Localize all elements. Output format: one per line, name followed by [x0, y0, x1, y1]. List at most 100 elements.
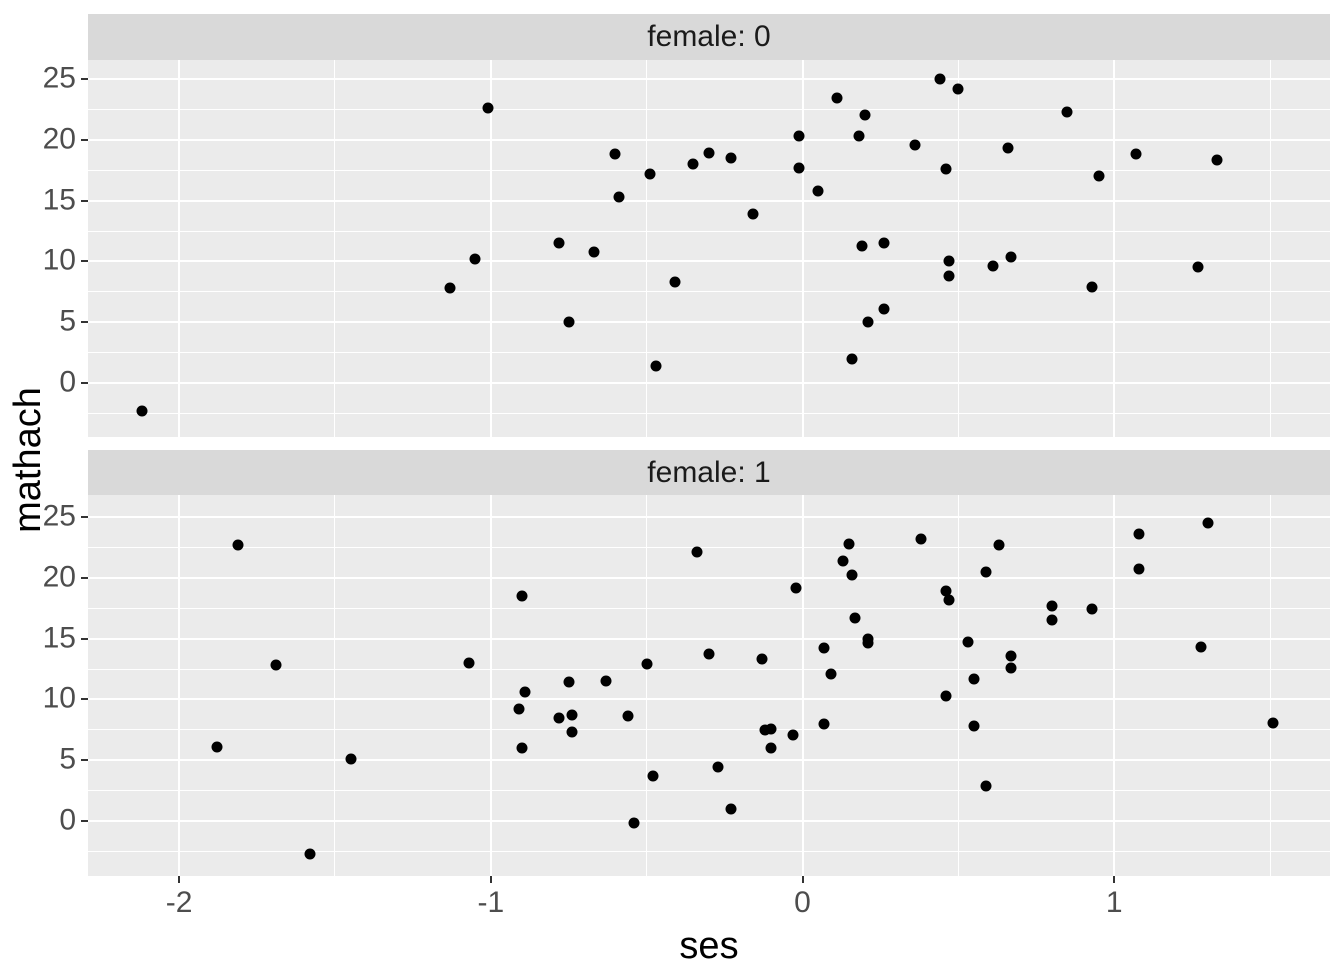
data-point: [1005, 251, 1017, 263]
data-point: [691, 546, 703, 558]
facet-strip: female: 1: [88, 450, 1330, 495]
data-point: [513, 703, 525, 715]
minor-gridline-y: [88, 108, 1330, 110]
data-point: [563, 676, 575, 688]
major-gridline-y: [88, 576, 1330, 579]
data-point: [987, 260, 999, 272]
data-point: [1211, 154, 1223, 166]
major-gridline-x: [178, 60, 181, 437]
data-point: [1267, 717, 1279, 728]
data-point: [650, 360, 662, 372]
x-axis-title: ses: [679, 925, 739, 967]
data-point: [968, 673, 980, 685]
data-point: [516, 742, 528, 754]
data-point: [940, 163, 952, 175]
data-point: [270, 659, 282, 671]
data-point: [943, 270, 955, 282]
minor-gridline-x: [646, 60, 648, 437]
minor-gridline-y: [88, 169, 1330, 171]
data-point: [943, 255, 955, 267]
minor-gridline-y: [88, 607, 1330, 609]
data-point: [765, 723, 777, 735]
major-gridline-y: [88, 637, 1330, 640]
minor-gridline-x: [334, 60, 336, 437]
y-tick-label: 15: [42, 620, 76, 654]
data-point: [566, 726, 578, 738]
data-point: [1046, 614, 1058, 626]
y-tick-mark: [81, 78, 88, 80]
data-point: [1202, 517, 1214, 529]
data-point: [1133, 563, 1145, 575]
major-gridline-y: [88, 78, 1330, 80]
data-point: [553, 712, 565, 724]
data-point: [444, 282, 456, 294]
data-point: [712, 761, 724, 773]
data-point: [940, 690, 952, 702]
y-tick-label: 25: [42, 499, 76, 533]
major-gridline-y: [88, 759, 1330, 762]
data-point: [793, 162, 805, 174]
data-point: [856, 240, 868, 252]
minor-gridline-x: [957, 60, 959, 437]
data-point: [837, 555, 849, 567]
y-tick-label: 25: [42, 61, 76, 95]
data-point: [703, 147, 715, 159]
data-point: [934, 73, 946, 85]
y-tick-label: 15: [42, 182, 76, 216]
data-point: [1002, 142, 1014, 154]
data-point: [1192, 261, 1204, 273]
data-point: [818, 718, 830, 730]
data-point: [1130, 148, 1142, 160]
data-point: [469, 253, 481, 265]
major-gridline-y: [88, 820, 1330, 822]
major-gridline-y: [88, 260, 1330, 263]
data-point: [747, 208, 759, 220]
facet-panel: [88, 495, 1330, 876]
data-point: [641, 658, 653, 670]
data-point: [628, 817, 640, 829]
y-tick-label: 20: [42, 122, 76, 156]
minor-gridline-y: [88, 850, 1330, 852]
major-gridline-x: [801, 60, 804, 437]
data-point: [862, 316, 874, 328]
data-point: [818, 642, 830, 654]
minor-gridline-y: [88, 291, 1330, 293]
y-tick-mark: [81, 516, 88, 518]
data-point: [909, 139, 921, 151]
data-point: [600, 675, 612, 687]
data-point: [878, 303, 890, 315]
x-tick-label: 0: [794, 886, 811, 919]
data-point: [980, 566, 992, 578]
data-point: [812, 185, 824, 197]
data-point: [553, 237, 565, 249]
major-gridline-y: [88, 382, 1330, 384]
y-tick-mark: [81, 382, 88, 384]
data-point: [703, 648, 715, 660]
data-point: [647, 770, 659, 782]
y-tick-label: 0: [59, 803, 76, 837]
x-tick-label: -2: [165, 886, 193, 919]
data-point: [790, 582, 802, 594]
major-gridline-x: [1113, 495, 1116, 876]
major-gridline-y: [88, 138, 1330, 141]
x-tick-label: -1: [477, 886, 505, 919]
data-point: [613, 191, 625, 203]
facet-strip-label: female: 1: [647, 455, 771, 489]
data-point: [846, 353, 858, 365]
y-tick-label: 0: [59, 365, 76, 399]
data-point: [211, 741, 222, 753]
y-tick-mark: [81, 637, 88, 640]
y-tick-mark: [81, 260, 88, 263]
data-point: [825, 668, 837, 680]
x-tick-mark: [801, 876, 804, 883]
data-point: [1005, 662, 1017, 674]
major-gridline-x: [801, 495, 804, 876]
data-point: [644, 168, 656, 180]
data-point: [622, 710, 634, 722]
major-gridline-y: [88, 321, 1330, 324]
x-tick-mark: [489, 876, 492, 883]
y-tick-mark: [81, 138, 88, 141]
data-point: [980, 780, 992, 792]
minor-gridline-x: [646, 495, 648, 876]
y-tick-mark: [81, 820, 88, 822]
